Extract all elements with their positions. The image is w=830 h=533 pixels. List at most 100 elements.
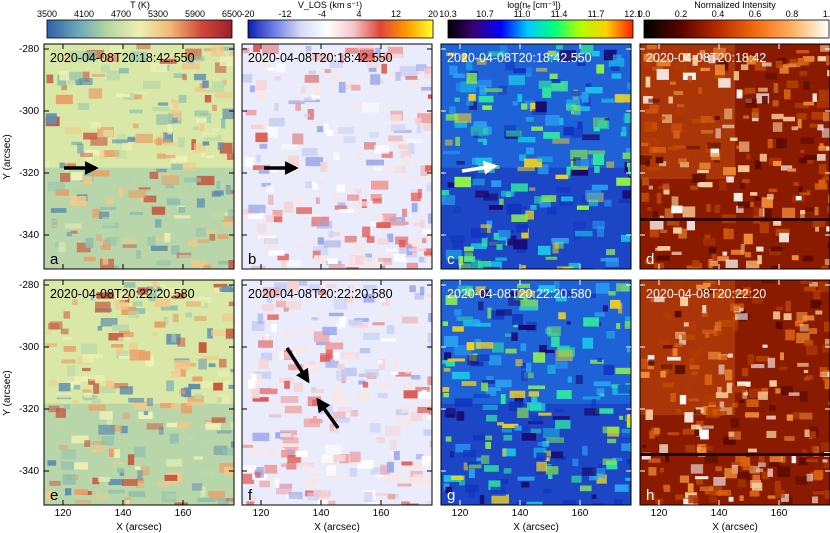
y-tick-label: -280 [19, 280, 39, 291]
panel-texture [242, 44, 432, 269]
x-tick-label: 140 [711, 508, 728, 519]
panel-texture [441, 44, 631, 269]
x-axis-label: X (arcsec) [116, 522, 162, 533]
image-panel-h: 2020-04-08T20:22:20 h [639, 279, 830, 506]
colorbar-tick-label: 11.0 [514, 9, 531, 19]
colorbar-tick-label: 0.6 [749, 9, 762, 19]
colorbar-label: V_LOS (km s⁻¹) [298, 0, 362, 10]
colorbar-tick-label: 12.1 [624, 9, 642, 19]
x-axis-label: X (arcsec) [513, 522, 559, 533]
panel-frame [43, 43, 235, 270]
timestamp-label: 2020-04-08T20:18:42 [646, 51, 766, 65]
panel-texture [640, 280, 830, 505]
panel-texture [640, 44, 830, 269]
timestamp-label: 2020-04-08T20:18:42.550 [447, 51, 592, 65]
y-tick-label: -340 [19, 466, 39, 477]
colorbar-tick-label: 0.8 [786, 9, 799, 19]
colorbar-tick-label: 0.2 [675, 9, 688, 19]
image-panel-f: 2020-04-08T20:22:20.580 f [241, 279, 433, 506]
y-tick-label: -320 [19, 168, 39, 179]
x-tick-label: 140 [512, 508, 529, 519]
timestamp-label: 2020-04-08T20:22:20.580 [248, 287, 393, 301]
colorbar-ticks: -20 -12 -4 4 12 20 [241, 9, 438, 19]
y-axis-label: Y (arcsec) [2, 370, 13, 415]
y-axis-label: Y (arcsec) [2, 134, 13, 179]
x-tick-label: 120 [651, 508, 668, 519]
image-panel-b: 2020-04-08T20:18:42.550 b [241, 43, 433, 270]
y-tick-labels: -280 -300 -320 -340 -280 -300 -320 -340 [19, 44, 39, 477]
y-tick-label: -300 [19, 342, 39, 353]
panel-frame [639, 43, 830, 270]
timestamp-label: 2020-04-08T20:18:42.550 [50, 51, 195, 65]
colorbar-tick-label: 10.3 [439, 9, 457, 19]
colorbar-tick-label: -4 [318, 9, 326, 19]
panel-letter: h [646, 487, 654, 504]
colorbar-tick-label: 10.7 [476, 9, 494, 19]
panel-frame [241, 43, 433, 270]
timestamp-label: 2020-04-08T20:22:20.580 [447, 287, 592, 301]
colorbar-label: T (K) [130, 0, 150, 10]
x-tick-label: 160 [373, 508, 390, 519]
panel-frame [440, 43, 632, 270]
panel-letter: f [248, 487, 253, 504]
panel-texture [242, 281, 432, 505]
x-tick-label: 140 [313, 508, 330, 519]
colorbar-label: log(nₑ [cm⁻³]) [507, 0, 561, 10]
colorbar-gradient [46, 19, 233, 39]
colorbar-ticks: 3500 4100 4700 5300 5900 6500 [37, 9, 242, 19]
panel-letter: e [50, 487, 58, 504]
colorbar-temperature: T (K) 3500 4100 4700 5300 5900 6500 [37, 0, 242, 39]
colorbar-gradient [643, 19, 830, 39]
panel-letter: b [248, 251, 256, 268]
panel-frame [639, 279, 830, 506]
y-tick-label: -320 [19, 404, 39, 415]
arrow-marker [285, 347, 310, 384]
colorbar-tick-label: 0.4 [712, 9, 725, 19]
panel-letter: d [646, 251, 654, 268]
panel-letter: g [447, 487, 455, 504]
axes: Y (arcsec) Y (arcsec) -280-300-320-340-2… [2, 44, 788, 533]
colorbar-ticks: 10.3 10.7 11.0 11.4 11.7 12.1 [439, 9, 642, 19]
panel-frame [241, 279, 433, 506]
y-tick-label: -280 [19, 44, 39, 55]
colorbar-tick-label: 11.4 [551, 9, 568, 19]
colorbar-tick-label: 12 [391, 9, 401, 19]
colorbar-gradient [247, 19, 434, 39]
panel-letter: c [447, 251, 455, 268]
colorbar-density: log(nₑ [cm⁻³]) 10.3 10.7 11.0 11.4 11.7 12.1 [439, 0, 642, 39]
x-tick-label: 160 [572, 508, 589, 519]
arrows [64, 160, 498, 430]
y-tick-label: -340 [19, 230, 39, 241]
x-tick-label: 140 [115, 508, 132, 519]
panel-letter: a [50, 251, 59, 268]
arrow-marker [316, 397, 340, 430]
colorbar-tick-label: 20 [428, 9, 438, 19]
image-panel-c: 2020-04-08T20:18:42.550 c [440, 43, 632, 270]
x-axis-label: X (arcsec) [314, 522, 360, 533]
image-panel-g: 2020-04-08T20:22:20.580 g [440, 279, 632, 506]
colorbar-tick-label: 5900 [185, 9, 205, 19]
x-tick-label: 120 [55, 508, 72, 519]
panel-texture [441, 280, 631, 505]
x-tick-label: 120 [452, 508, 469, 519]
timestamp-label: 2020-04-08T20:18:42.550 [248, 51, 393, 65]
image-panel-d: 2020-04-08T20:18:42 d [639, 43, 830, 270]
panel-grid: 2020-04-08T20:18:42.550 a 2020-04-08T20:18… [43, 43, 830, 506]
x-tick-labels: 120 140 160 X (arcsec) 120 140 160 X (arcsec) 12… [55, 508, 788, 533]
y-tick-label: -300 [19, 106, 39, 117]
x-tick-label: 160 [175, 508, 192, 519]
timestamp-label: 2020-04-08T20:22:20 [646, 287, 766, 301]
colorbar-intensity: Normalized Intensity 0.0 0.2 0.4 0.6 0.8 1.0 [638, 0, 830, 39]
arrow-marker [461, 160, 498, 175]
colorbars: T (K) 3500 4100 4700 5300 5900 6500 V_LOS (km… [37, 0, 830, 39]
colorbar-ticks: 0.0 0.2 0.4 0.6 0.8 1.0 [638, 9, 830, 19]
colorbar-tick-label: 4100 [74, 9, 94, 19]
x-axis-label: X (arcsec) [712, 522, 758, 533]
colorbar-velocity: V_LOS (km s⁻¹) -20 -12 -4 4 12 20 [241, 0, 438, 39]
colorbar-tick-label: 6500 [222, 9, 242, 19]
panel-texture [44, 281, 234, 505]
panel-texture [44, 44, 234, 269]
colorbar-tick-label: 4 [356, 9, 361, 19]
x-tick-label: 160 [771, 508, 788, 519]
